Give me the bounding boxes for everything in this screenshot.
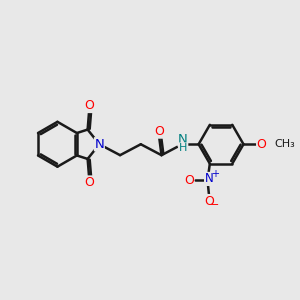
Text: O: O [257,138,266,151]
Text: O: O [204,195,214,208]
Text: N: N [94,138,104,151]
Text: H: H [178,143,187,153]
Text: −: − [209,200,219,210]
Text: O: O [154,125,164,138]
Text: +: + [211,169,219,179]
Text: O: O [184,174,194,187]
Text: O: O [84,176,94,189]
Text: N: N [205,172,213,185]
Text: N: N [178,133,188,146]
Text: CH₃: CH₃ [274,139,295,149]
Text: O: O [84,100,94,112]
